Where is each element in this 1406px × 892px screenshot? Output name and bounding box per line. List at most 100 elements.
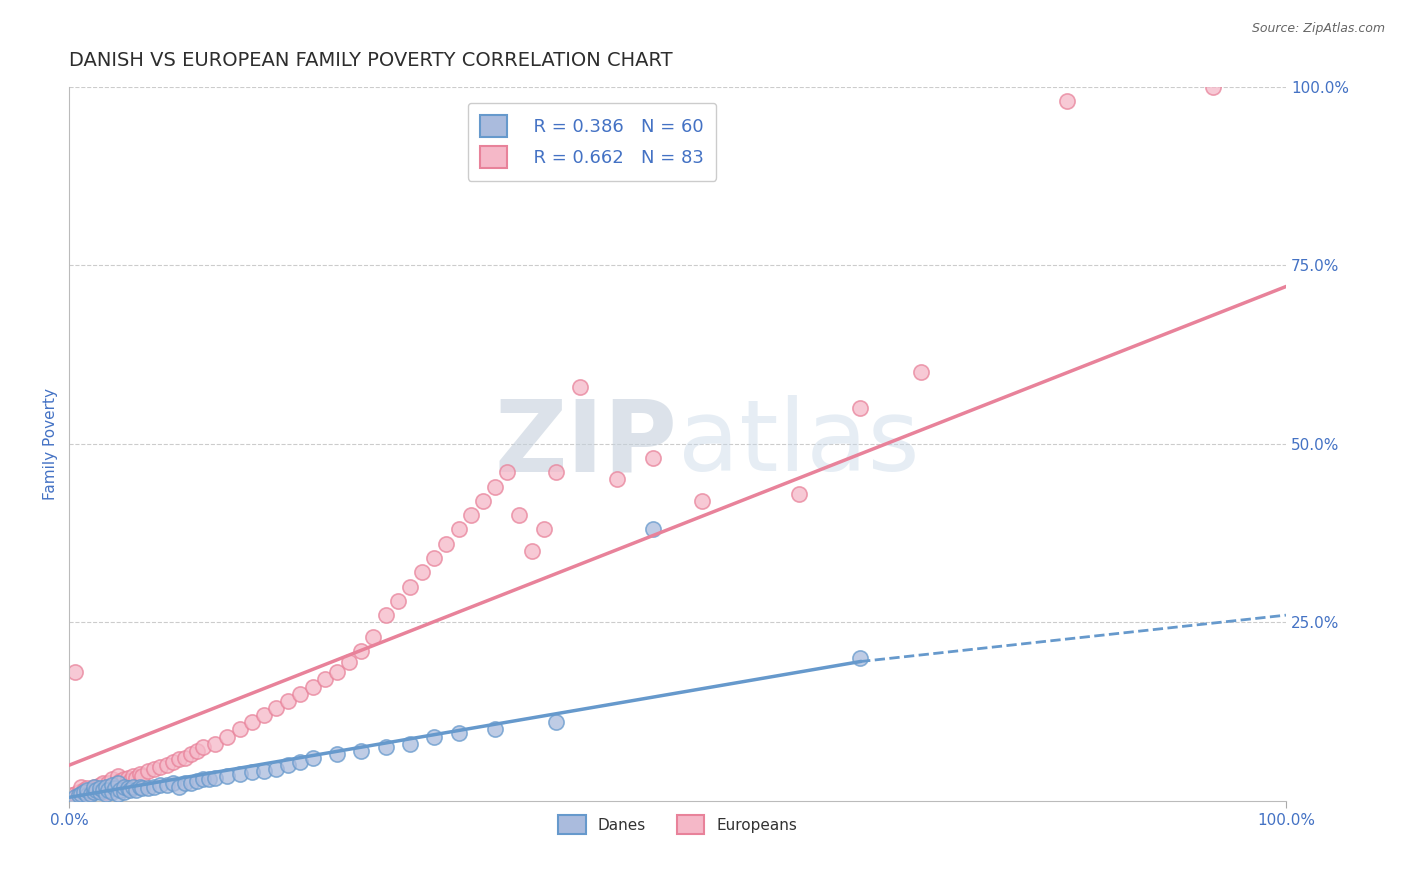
Point (471, 493, 494, 508)
Point (1056, 94, 1078, 108)
Point (484, 723, 506, 737)
Point (643, 523, 665, 537)
Point (253, 764, 276, 778)
Point (94, 780, 117, 794)
Point (104, 778, 127, 792)
Point (128, 780, 150, 794)
Point (643, 450, 665, 465)
Point (73, 787, 96, 801)
Point (70, 787, 93, 801)
Point (337, 655, 360, 669)
Point (198, 772, 221, 787)
Point (277, 758, 299, 772)
Point (290, 755, 312, 769)
Point (76, 785, 98, 799)
Point (67, 788, 90, 802)
Point (180, 747, 202, 762)
Point (544, 465, 567, 479)
Point (186, 773, 208, 788)
Point (136, 764, 159, 778)
Point (180, 776, 202, 790)
Point (70, 787, 93, 801)
Point (520, 544, 543, 558)
Point (65, 787, 87, 801)
Point (374, 608, 396, 623)
Point (217, 730, 239, 744)
Point (290, 687, 312, 701)
Point (186, 744, 208, 758)
Text: atlas: atlas (678, 395, 920, 492)
Point (460, 508, 482, 523)
Point (228, 766, 250, 780)
Point (76, 788, 98, 802)
Point (350, 644, 373, 658)
Point (240, 715, 263, 730)
Point (76, 783, 98, 797)
Point (228, 723, 250, 737)
Text: Source: ZipAtlas.com: Source: ZipAtlas.com (1251, 22, 1385, 36)
Point (204, 737, 226, 751)
Point (83, 780, 105, 794)
Point (374, 740, 396, 755)
Point (121, 780, 143, 794)
Point (533, 523, 555, 537)
Point (83, 785, 105, 799)
Point (149, 759, 172, 773)
Point (101, 772, 124, 787)
Point (131, 780, 153, 795)
Legend: Danes, Europeans: Danes, Europeans (548, 806, 806, 843)
Point (363, 630, 385, 644)
Point (447, 726, 470, 740)
Point (253, 708, 276, 723)
Point (107, 787, 129, 801)
Point (110, 773, 132, 788)
Point (89, 778, 111, 792)
Point (436, 537, 458, 551)
Point (326, 747, 349, 762)
Point (136, 780, 159, 795)
Point (73, 783, 96, 797)
Point (167, 780, 190, 794)
Point (80, 785, 103, 799)
Point (84, 780, 107, 795)
Point (155, 758, 177, 772)
Point (508, 508, 530, 523)
Point (496, 465, 519, 479)
Point (849, 651, 872, 665)
Point (544, 715, 567, 730)
Point (112, 772, 135, 787)
Point (83, 780, 105, 794)
Point (131, 769, 153, 783)
Point (240, 765, 263, 780)
Point (91, 780, 114, 795)
Point (326, 665, 349, 680)
Point (143, 780, 166, 794)
Point (849, 401, 872, 415)
Point (112, 780, 135, 794)
Point (80, 787, 103, 801)
Point (117, 780, 139, 795)
Point (787, 486, 810, 500)
Point (120, 783, 142, 797)
Point (606, 472, 628, 486)
Point (107, 769, 129, 783)
Point (117, 771, 139, 785)
Point (97, 783, 120, 797)
Point (65, 790, 87, 805)
Point (67, 785, 90, 799)
Point (94, 785, 117, 799)
Point (350, 744, 373, 758)
Point (101, 778, 124, 792)
Point (101, 780, 124, 795)
Point (301, 680, 323, 694)
Point (80, 783, 103, 797)
Point (484, 479, 506, 493)
Point (910, 365, 932, 379)
Point (60, 788, 83, 802)
Point (84, 783, 107, 797)
Point (125, 783, 148, 797)
Point (690, 493, 713, 508)
Point (162, 755, 184, 769)
Point (94, 780, 117, 794)
Point (569, 379, 592, 393)
